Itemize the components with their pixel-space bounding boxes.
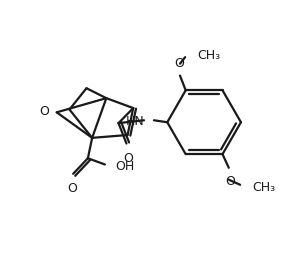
Text: O: O (123, 151, 133, 164)
Text: CH₃: CH₃ (252, 180, 275, 193)
Text: O: O (67, 181, 77, 194)
Text: O: O (225, 174, 235, 187)
Text: O: O (40, 105, 50, 118)
Text: O: O (174, 57, 184, 70)
Text: OH: OH (116, 160, 135, 173)
Text: HN: HN (125, 114, 144, 127)
Text: CH₃: CH₃ (197, 49, 220, 61)
